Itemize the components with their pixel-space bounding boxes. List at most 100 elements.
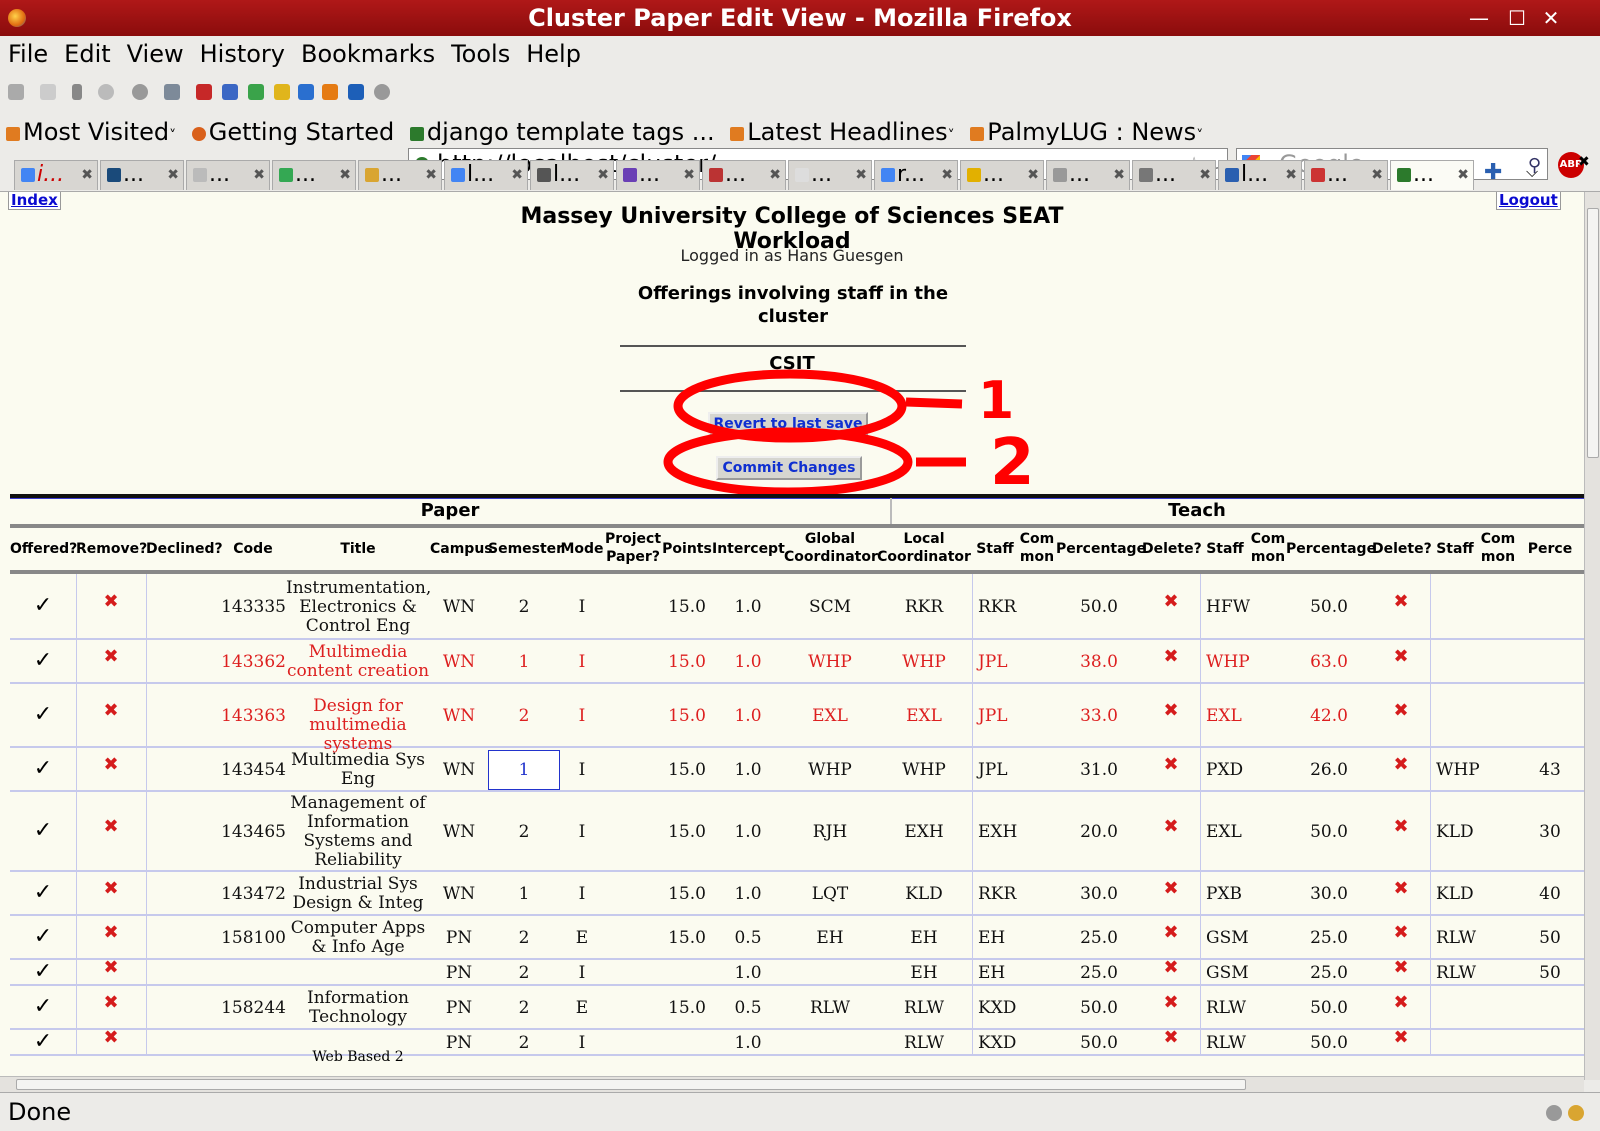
remove-x-icon[interactable]: ✖ [103, 992, 119, 1013]
adblock-plus-icon[interactable]: ABP [1558, 152, 1584, 178]
tab-8[interactable]: ... ✖ [616, 160, 700, 190]
delete-x-icon[interactable]: ✖ [1393, 816, 1409, 837]
delete-x-icon[interactable]: ✖ [1393, 646, 1409, 667]
gear-icon[interactable] [374, 84, 390, 100]
offered-checkbox[interactable]: ✓ [33, 756, 53, 781]
remove-x-icon[interactable]: ✖ [103, 957, 119, 978]
remove-x-icon[interactable]: ✖ [103, 816, 119, 837]
delete-x-icon[interactable]: ✖ [1163, 922, 1179, 943]
delete-x-icon[interactable]: ✖ [1393, 754, 1409, 775]
tab-close-icon[interactable]: ✖ [1457, 167, 1469, 183]
bookmark-most-visited[interactable]: Most Visited˅ [6, 112, 176, 156]
delete-x-icon[interactable]: ✖ [1393, 591, 1409, 612]
stop-icon[interactable] [132, 84, 148, 100]
menu-history[interactable]: History [199, 40, 285, 68]
minimize-icon[interactable]: — [1469, 6, 1489, 30]
logout-link[interactable]: Logout [1496, 192, 1561, 210]
back-icon[interactable] [8, 84, 24, 100]
remove-x-icon[interactable]: ✖ [103, 591, 119, 612]
tab-14[interactable]: ... ✖ [1132, 160, 1216, 190]
tab-2[interactable]: ... ✖ [100, 160, 184, 190]
menu-help[interactable]: Help [526, 40, 581, 68]
offered-checkbox[interactable]: ✓ [33, 593, 53, 618]
tab-close-icon[interactable]: ✖ [597, 167, 609, 183]
toolbar-icon-3[interactable] [248, 84, 264, 100]
delete-x-icon[interactable]: ✖ [1163, 992, 1179, 1013]
offered-checkbox[interactable]: ✓ [33, 994, 53, 1019]
tab-close-icon[interactable]: ✖ [683, 167, 695, 183]
tab-close-icon[interactable]: ✖ [941, 167, 953, 183]
tab-5[interactable]: ... ✖ [358, 160, 442, 190]
tab-10[interactable]: ... ✖ [788, 160, 872, 190]
vertical-scrollbar[interactable] [1584, 192, 1600, 1080]
offered-checkbox[interactable]: ✓ [33, 648, 53, 673]
tab-close-icon[interactable]: ✖ [769, 167, 781, 183]
toolbar-icon-4[interactable] [274, 84, 290, 100]
close-icon[interactable]: ✕ [1542, 6, 1560, 30]
tab-close-icon[interactable]: ✖ [1113, 167, 1125, 183]
delete-x-icon[interactable]: ✖ [1393, 878, 1409, 899]
tab-close-icon[interactable]: ✖ [511, 167, 523, 183]
history-dropdown-icon[interactable] [72, 84, 82, 100]
offered-checkbox[interactable]: ✓ [33, 818, 53, 843]
toolbar-icon-2[interactable] [222, 84, 238, 100]
calendar-icon[interactable] [298, 84, 314, 100]
tab-1[interactable]: i... ✖ [14, 160, 98, 190]
delete-x-icon[interactable]: ✖ [1163, 591, 1179, 612]
delete-x-icon[interactable]: ✖ [1393, 992, 1409, 1013]
toolbar-icon-6[interactable] [322, 84, 338, 100]
delete-x-icon[interactable]: ✖ [1163, 700, 1179, 721]
menu-tools[interactable]: Tools [451, 40, 511, 68]
offered-checkbox[interactable]: ✓ [33, 1029, 53, 1054]
menu-file[interactable]: File [8, 40, 49, 68]
toolbar-icon-7[interactable] [348, 84, 364, 100]
tab-15[interactable]: l... ✖ [1218, 160, 1302, 190]
remove-x-icon[interactable]: ✖ [103, 700, 119, 721]
scroll-thumb[interactable] [1587, 208, 1599, 458]
offered-checkbox[interactable]: ✓ [33, 880, 53, 905]
tab-16[interactable]: ... ✖ [1304, 160, 1388, 190]
index-link[interactable]: Index [8, 192, 61, 210]
tab-close-icon[interactable]: ✖ [1371, 167, 1383, 183]
delete-x-icon[interactable]: ✖ [1163, 1027, 1179, 1048]
bookmark-latest-headlines[interactable]: Latest Headlines˅ [730, 112, 955, 156]
delete-x-icon[interactable]: ✖ [1393, 1027, 1409, 1048]
remove-x-icon[interactable]: ✖ [103, 754, 119, 775]
scroll-thumb[interactable] [16, 1079, 1246, 1090]
remove-x-icon[interactable]: ✖ [103, 878, 119, 899]
search-icon[interactable]: ⚲ [1527, 155, 1541, 176]
tab-close-icon[interactable]: ✖ [1199, 167, 1211, 183]
tab-active[interactable]: ... ✖ [1390, 160, 1474, 190]
delete-x-icon[interactable]: ✖ [1163, 816, 1179, 837]
tab-4[interactable]: ... ✖ [272, 160, 356, 190]
new-tab-icon[interactable]: ✚ [1484, 160, 1503, 185]
delete-x-icon[interactable]: ✖ [1393, 957, 1409, 978]
tab-close-icon[interactable]: ✖ [1027, 167, 1039, 183]
delete-x-icon[interactable]: ✖ [1163, 646, 1179, 667]
maximize-icon[interactable]: ☐ [1508, 6, 1526, 30]
remove-x-icon[interactable]: ✖ [103, 646, 119, 667]
tab-list-icon[interactable]: ⌵ [1526, 162, 1539, 181]
bookmark-django-template-tags[interactable]: django template tags ... [409, 112, 715, 152]
smiley-icon[interactable] [1568, 1105, 1584, 1121]
menu-edit[interactable]: Edit [64, 40, 111, 68]
tab-close-icon[interactable]: ✖ [425, 167, 437, 183]
delete-x-icon[interactable]: ✖ [1393, 922, 1409, 943]
forward-icon[interactable] [40, 84, 56, 100]
delete-x-icon[interactable]: ✖ [1163, 878, 1179, 899]
tab-close-icon[interactable]: ✖ [167, 167, 179, 183]
commit-button[interactable]: Commit Changes [716, 456, 862, 480]
tab-11[interactable]: r... ✖ [874, 160, 958, 190]
reload-icon[interactable] [98, 84, 114, 100]
home-icon[interactable] [164, 84, 180, 100]
close-tab-icon[interactable]: ✖ [1578, 154, 1590, 170]
menu-bookmarks[interactable]: Bookmarks [301, 40, 436, 68]
tab-7[interactable]: l... ✖ [530, 160, 614, 190]
offered-checkbox[interactable]: ✓ [33, 702, 53, 727]
horizontal-scrollbar[interactable] [0, 1076, 1584, 1092]
tab-9[interactable]: ... ✖ [702, 160, 786, 190]
gmail-icon[interactable] [196, 84, 212, 100]
delete-x-icon[interactable]: ✖ [1393, 700, 1409, 721]
menu-view[interactable]: View [126, 40, 184, 68]
delete-x-icon[interactable]: ✖ [1163, 957, 1179, 978]
